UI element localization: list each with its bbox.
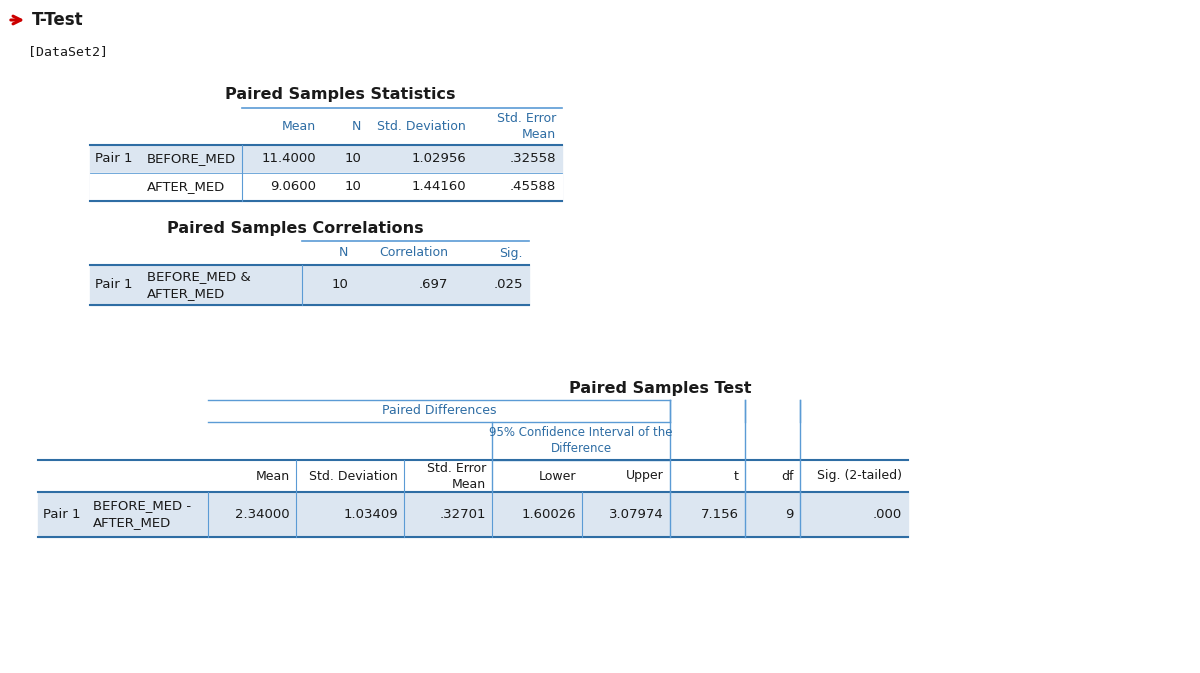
Text: 1.03409: 1.03409 (343, 508, 398, 521)
Text: 3.07974: 3.07974 (610, 508, 664, 521)
Text: Paired Differences: Paired Differences (382, 404, 497, 417)
Text: 1.44160: 1.44160 (412, 180, 466, 194)
Text: .025: .025 (493, 279, 523, 291)
Text: BEFORE_MED -
AFTER_MED: BEFORE_MED - AFTER_MED (94, 499, 191, 530)
Text: df: df (781, 470, 794, 483)
Text: 7.156: 7.156 (701, 508, 739, 521)
Text: t: t (734, 470, 739, 483)
Text: .697: .697 (419, 279, 448, 291)
Text: 2.34000: 2.34000 (235, 508, 290, 521)
Text: [DataSet2]: [DataSet2] (28, 46, 108, 59)
Bar (90, 173, 562, 201)
Text: .32558: .32558 (510, 153, 556, 166)
Text: Paired Samples Test: Paired Samples Test (569, 380, 751, 396)
Text: Std. Error
Mean: Std. Error Mean (427, 462, 486, 491)
Text: 9: 9 (786, 508, 794, 521)
Bar (38, 492, 908, 537)
Text: .000: .000 (872, 508, 902, 521)
Text: 1.02956: 1.02956 (412, 153, 466, 166)
Text: Paired Samples Statistics: Paired Samples Statistics (224, 87, 455, 102)
Text: N: N (338, 246, 348, 260)
Text: Lower: Lower (539, 470, 576, 483)
Text: BEFORE_MED: BEFORE_MED (148, 153, 236, 166)
Text: N: N (352, 120, 361, 133)
Text: Std. Deviation: Std. Deviation (377, 120, 466, 133)
Text: .45588: .45588 (510, 180, 556, 194)
Text: Paired Samples Correlations: Paired Samples Correlations (167, 221, 424, 236)
Text: Pair 1: Pair 1 (43, 508, 80, 521)
Text: T-Test: T-Test (32, 11, 84, 29)
Text: 11.4000: 11.4000 (262, 153, 316, 166)
Text: Mean: Mean (256, 470, 290, 483)
Text: Sig. (2-tailed): Sig. (2-tailed) (817, 470, 902, 483)
Text: Pair 1: Pair 1 (95, 279, 132, 291)
Text: AFTER_MED: AFTER_MED (148, 180, 226, 194)
Text: 1.60026: 1.60026 (521, 508, 576, 521)
Bar (90, 173, 562, 201)
Bar (90, 265, 529, 305)
Text: Mean: Mean (282, 120, 316, 133)
Bar (90, 145, 562, 173)
Text: Std. Error
Mean: Std. Error Mean (497, 112, 556, 141)
Text: BEFORE_MED &
AFTER_MED: BEFORE_MED & AFTER_MED (148, 270, 251, 300)
Text: Upper: Upper (626, 470, 664, 483)
Text: Sig.: Sig. (499, 246, 523, 260)
Text: Correlation: Correlation (379, 246, 448, 260)
Text: 10: 10 (344, 180, 361, 194)
Text: Std. Deviation: Std. Deviation (310, 470, 398, 483)
Text: 10: 10 (331, 279, 348, 291)
Text: 10: 10 (344, 153, 361, 166)
Text: .32701: .32701 (439, 508, 486, 521)
Text: Pair 1: Pair 1 (95, 153, 132, 166)
Text: 95% Confidence Interval of the
Difference: 95% Confidence Interval of the Differenc… (490, 427, 673, 456)
Text: 9.0600: 9.0600 (270, 180, 316, 194)
